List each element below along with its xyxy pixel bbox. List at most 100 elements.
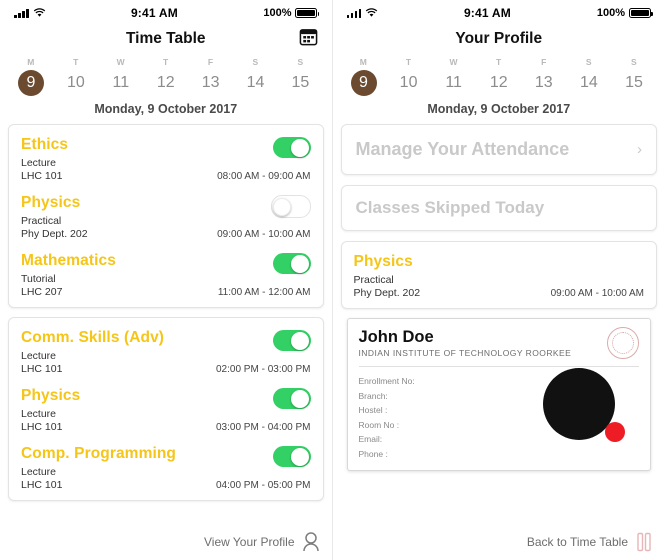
class-row[interactable]: Physics Lecture LHC 101 03:00 PM - 04:00… [9,382,323,440]
week-num: 11 [445,74,462,91]
view-profile-label: View Your Profile [203,535,295,549]
class-row[interactable]: Physics Practical Phy Dept. 202 09:00 AM… [9,189,323,247]
week-num: 9 [350,70,377,96]
back-to-timetable-button[interactable]: Back to Time Table [333,524,665,560]
week-day-4[interactable]: F 13 [525,57,563,96]
class-title: Comm. Skills (Adv) [21,329,165,346]
attendance-toggle[interactable] [272,137,311,158]
battery-percent: 100% [596,7,625,19]
status-bar-right: 9:41 AM 100% [333,0,665,24]
field-hostel: Hostel : [358,405,388,415]
week-dow: T [73,57,79,67]
wifi-icon [365,8,378,17]
signal-bars-icon [346,8,361,18]
class-room: LHC 207 [21,286,63,298]
class-room: LHC 101 [21,170,63,182]
class-row[interactable]: Comp. Programming Lecture LHC 101 04:00 … [9,440,323,498]
class-type: Practical [353,274,394,286]
class-room: Phy Dept. 202 [353,287,421,299]
attendance-toggle[interactable] [272,330,311,351]
week-day-0[interactable]: M 9 [12,57,50,96]
back-to-timetable-label: Back to Time Table [526,535,628,549]
week-num: 10 [399,74,418,91]
status-time: 9:41 AM [130,6,178,20]
week-day-2[interactable]: W 11 [435,57,473,96]
attendance-toggle[interactable] [272,388,311,409]
person-icon [302,532,319,552]
class-row[interactable]: Physics Practical Phy Dept. 202 09:00 AM… [342,248,657,306]
week-day-0[interactable]: M 9 [345,57,383,96]
timetable-card-afternoon: Comm. Skills (Adv) Lecture LHC 101 02:00… [8,317,324,501]
week-day-6[interactable]: S 15 [615,57,653,96]
week-day-1[interactable]: T 10 [390,57,428,96]
id-divider [358,366,639,367]
attendance-toggle[interactable] [272,253,311,274]
manage-attendance-button[interactable]: Manage Your Attendance › [340,124,657,175]
field-phone: Phone : [358,448,388,459]
class-title: Comp. Programming [21,445,176,462]
attendance-toggle[interactable] [272,446,311,467]
right-navbar: Your Profile [333,24,665,54]
week-dow: S [585,57,592,67]
class-row[interactable]: Comm. Skills (Adv) Lecture LHC 101 02:00… [9,324,323,382]
week-dow: S [252,57,259,67]
classes-skipped-header: Classes Skipped Today [340,185,657,231]
status-time: 9:41 AM [463,6,511,20]
week-day-6[interactable]: S 15 [281,57,319,96]
week-day-1[interactable]: T 10 [57,57,95,96]
week-dow: F [207,57,214,67]
page-title: Time Table [125,30,206,47]
week-strip-left: M 9 T 10 W 11 T 12 F 13 [0,54,332,124]
week-dow: S [297,57,304,67]
institute-seal-icon [607,327,639,359]
week-num: 13 [534,74,553,91]
class-type: Lecture [21,466,57,478]
attendance-toggle[interactable] [270,195,311,218]
week-strip-right: M 9 T 10 W 11 T 12 F 13 [333,54,665,124]
week-dow: W [116,57,125,67]
class-type: Lecture [21,157,57,169]
view-profile-button[interactable]: View Your Profile [0,524,332,560]
class-row[interactable]: Mathematics Tutorial LHC 207 11:00 AM - … [9,247,323,305]
week-num: 14 [246,74,265,91]
timetable-screen: 9:41 AM 100% Time Table M 9 [0,0,332,560]
class-type: Lecture [21,408,57,420]
signal-bars-icon [14,8,29,18]
class-type: Lecture [21,350,57,362]
profile-content: Manage Your Attendance › Classes Skipped… [333,124,665,471]
class-time: 11:00 AM - 12:00 AM [217,287,311,298]
class-time: 04:00 PM - 05:00 PM [216,480,311,491]
class-type: Practical [21,215,62,227]
week-day-3[interactable]: T 12 [147,57,185,96]
id-fields: Enrollment No: Branch: Hostel : Room No … [359,374,640,461]
status-left-group [346,8,379,18]
week-dow: F [541,57,547,67]
class-type: Tutorial [21,273,56,285]
manage-attendance-label: Manage Your Attendance [355,139,570,159]
profile-screen: 9:41 AM 100% Your Profile M 9 T 10 W [332,0,665,560]
status-right-group: 100% [263,7,320,19]
classes-skipped-label: Classes Skipped Today [355,198,545,217]
profile-photo [543,368,615,440]
skipped-class-card: Physics Practical Phy Dept. 202 09:00 AM… [340,241,657,309]
status-bar-left: 9:41 AM 100% [0,0,332,24]
class-room: LHC 101 [21,479,63,491]
student-name: John Doe [358,328,434,346]
id-card-body: Enrollment No: Branch: Hostel : Room No … [359,368,640,461]
class-time: 03:00 PM - 04:00 PM [216,422,311,433]
week-dow: M [359,57,368,67]
screen-divider [331,0,333,560]
class-title: Physics [353,253,413,270]
week-day-3[interactable]: T 12 [480,57,518,96]
week-day-5[interactable]: S 14 [570,57,608,96]
week-day-2[interactable]: W 11 [102,57,140,96]
status-dot [605,422,625,442]
week-num: 12 [156,74,175,91]
week-row: M 9 T 10 W 11 T 12 F 13 [12,57,320,96]
week-dow: S [630,57,637,67]
week-day-5[interactable]: S 14 [237,57,275,96]
class-row[interactable]: Ethics Lecture LHC 101 08:00 AM - 09:00 … [9,131,323,189]
week-day-4[interactable]: F 13 [192,57,230,96]
calendar-icon[interactable] [299,27,318,46]
